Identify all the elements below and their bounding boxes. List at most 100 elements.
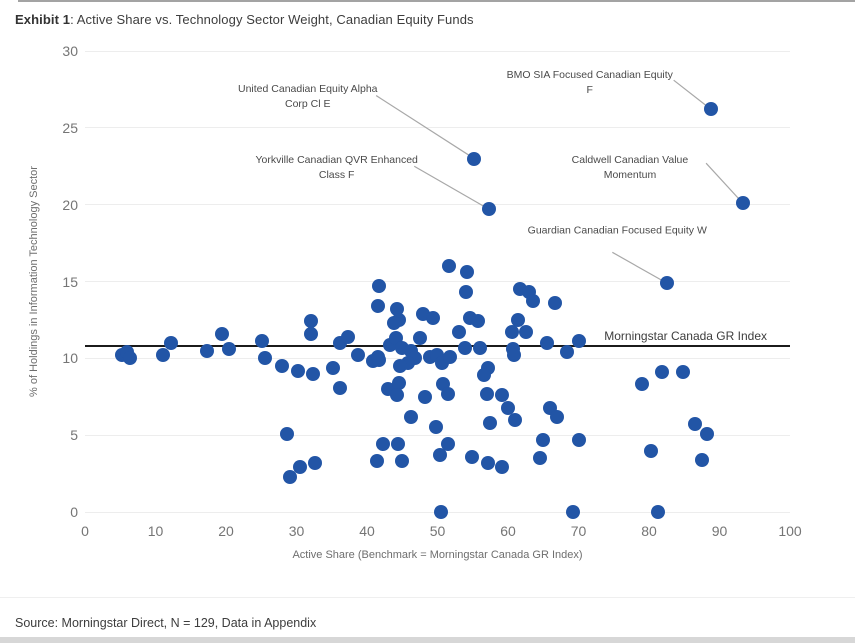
data-point	[460, 265, 475, 280]
annotation-label-line: F	[586, 84, 593, 97]
y-tick-label: 20	[62, 196, 78, 213]
data-point	[510, 312, 525, 327]
y-tick-label: 0	[70, 504, 78, 520]
data-point	[389, 302, 404, 317]
data-point	[326, 360, 341, 375]
x-tick-label: 60	[500, 523, 516, 539]
x-tick-label: 90	[711, 523, 728, 539]
x-tick-label: 10	[147, 523, 164, 539]
data-point	[433, 448, 448, 463]
gridline	[85, 281, 790, 282]
data-point	[333, 380, 348, 395]
data-point-labeled	[467, 151, 482, 166]
annotation-label-line: BMO SIA Focused Canadian Equity	[506, 69, 673, 82]
data-point	[465, 449, 480, 464]
gridline	[85, 434, 790, 436]
exhibit-title-bold: Exhibit 1	[15, 12, 71, 27]
annotation-label: Caldwell Canadian Value Momentum	[572, 153, 689, 183]
annotation-label-line: Corp Cl E	[285, 98, 331, 111]
data-point	[508, 412, 523, 427]
y-tick-label: 25	[62, 119, 78, 136]
data-point-labeled	[659, 276, 674, 291]
x-tick-label: 50	[429, 523, 446, 539]
plot-area: Morningstar Canada GR Index United Canad…	[85, 50, 790, 519]
data-point	[651, 505, 666, 519]
bottom-edge-strip	[0, 637, 855, 643]
data-point	[548, 296, 563, 310]
x-tick-label: 30	[288, 523, 305, 539]
data-point	[350, 348, 365, 363]
data-point	[391, 437, 406, 452]
exhibit-title-text: : Active Share vs. Technology Sector Wei…	[70, 12, 474, 27]
footer-divider	[0, 597, 855, 598]
data-point	[494, 460, 509, 475]
x-tick-label: 40	[359, 523, 375, 539]
data-point	[279, 426, 294, 441]
data-point	[494, 388, 509, 403]
data-point	[376, 437, 391, 452]
data-point	[525, 294, 540, 309]
data-point	[470, 314, 485, 329]
annotation-label: Yorkville Canadian QVR Enhanced Class F	[255, 153, 417, 183]
data-point	[441, 386, 456, 401]
data-point	[403, 409, 418, 424]
y-tick-label: 30	[62, 43, 78, 59]
data-point	[305, 366, 320, 381]
data-point	[283, 469, 298, 484]
data-point	[443, 349, 458, 364]
annotation-label: BMO SIA Focused Canadian Equity F	[507, 68, 673, 98]
data-point	[304, 326, 319, 341]
annotation-label-line: Yorkville Canadian QVR Enhanced	[255, 153, 418, 166]
data-point	[392, 375, 407, 390]
x-tick-label: 0	[81, 523, 89, 539]
data-point	[472, 340, 487, 355]
data-point	[412, 331, 427, 346]
y-tick-label: 5	[70, 427, 78, 444]
data-point	[458, 285, 473, 300]
data-point	[687, 417, 702, 432]
data-point	[694, 452, 709, 467]
exhibit-title: Exhibit 1: Active Share vs. Technology S…	[15, 12, 474, 27]
data-point	[156, 348, 171, 363]
data-point	[307, 455, 322, 470]
data-point	[506, 348, 521, 363]
annotation-label-line: Caldwell Canadian Value	[571, 153, 689, 166]
data-point	[532, 451, 547, 466]
x-tick-label: 20	[218, 523, 234, 539]
data-point	[565, 505, 580, 519]
data-point	[572, 432, 587, 447]
data-point	[371, 352, 386, 367]
data-point	[479, 386, 494, 401]
annotation-label: Guardian Canadian Focused Equity W	[528, 223, 707, 238]
data-point	[505, 325, 520, 340]
data-point	[386, 315, 401, 330]
leader-line	[612, 251, 667, 284]
data-point	[654, 365, 669, 380]
data-point	[293, 460, 308, 475]
data-point	[441, 259, 456, 274]
data-point	[369, 454, 384, 469]
data-point	[274, 359, 289, 374]
data-point	[417, 389, 432, 404]
data-point	[482, 415, 497, 430]
data-point-labeled	[481, 202, 496, 217]
data-point	[539, 335, 554, 350]
x-tick-label: 70	[570, 523, 587, 539]
x-tick-label: 80	[641, 523, 657, 539]
annotation-label: United Canadian Equity Alpha Corp Cl E	[238, 82, 378, 112]
data-point	[518, 325, 533, 340]
data-point	[434, 505, 449, 519]
annotation-label-line: Class F	[318, 168, 355, 181]
data-point	[393, 359, 408, 374]
data-point	[257, 351, 272, 366]
data-point	[429, 420, 444, 435]
data-point	[426, 311, 441, 326]
data-point	[572, 334, 587, 349]
data-point	[644, 443, 659, 458]
leader-line	[413, 165, 490, 210]
y-tick-label: 15	[62, 273, 78, 290]
benchmark-label: Morningstar Canada GR Index	[604, 329, 767, 344]
data-point	[441, 437, 456, 452]
data-point	[395, 454, 410, 469]
data-point-labeled	[704, 102, 719, 117]
